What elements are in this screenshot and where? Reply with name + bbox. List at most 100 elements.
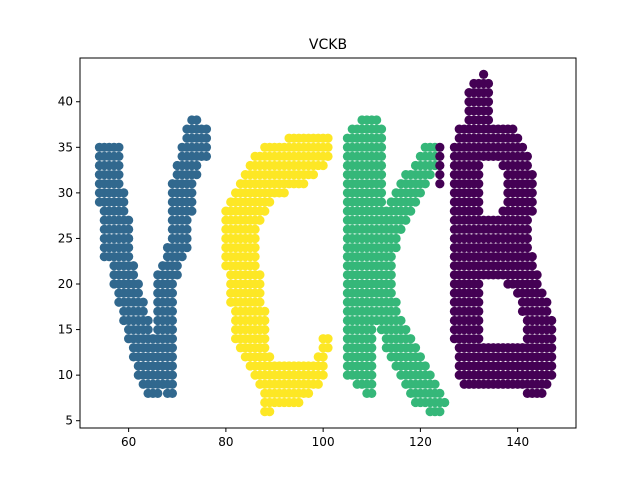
data-point (474, 197, 484, 207)
data-point (167, 315, 178, 326)
data-point (323, 151, 333, 162)
data-point (478, 69, 489, 80)
data-point (260, 206, 270, 216)
plot-frame (79, 57, 577, 429)
data-point (474, 306, 484, 316)
data-point (114, 170, 124, 180)
x-tick-label: 100 (312, 435, 335, 449)
data-point (250, 261, 260, 271)
data-point (410, 197, 421, 207)
data-point (318, 361, 328, 371)
x-tick-label: 80 (218, 435, 233, 449)
data-point (167, 297, 178, 307)
data-point (386, 252, 396, 262)
data-point (401, 215, 411, 225)
data-point (522, 224, 532, 234)
data-point (124, 242, 134, 253)
data-point (250, 242, 260, 253)
data-point (522, 160, 532, 171)
data-point (119, 197, 129, 207)
data-point (386, 288, 396, 298)
data-point (430, 379, 440, 389)
data-point (474, 206, 484, 216)
data-point (167, 324, 178, 335)
data-point (294, 397, 304, 408)
data-point (114, 160, 124, 171)
data-point (527, 261, 537, 271)
data-point (415, 188, 426, 198)
y-tick-label: 20 (58, 277, 73, 291)
data-point (440, 397, 450, 408)
data-point (119, 206, 129, 216)
data-point (401, 324, 411, 335)
data-point (318, 370, 328, 380)
data-point (167, 279, 178, 289)
data-point (376, 197, 387, 207)
data-point (255, 279, 265, 289)
data-point (474, 179, 484, 189)
data-point (265, 406, 275, 417)
data-point (133, 279, 143, 289)
data-point (138, 306, 148, 316)
data-point (167, 306, 178, 316)
data-point (201, 133, 212, 143)
data-point (508, 124, 518, 134)
data-points (94, 69, 557, 417)
data-point (376, 124, 387, 134)
data-point (474, 188, 484, 198)
y-tick-label: 5 (65, 414, 73, 428)
data-point (391, 297, 401, 307)
data-point (474, 288, 484, 298)
data-point (367, 343, 377, 353)
data-point (474, 279, 484, 289)
series-k-points (342, 115, 450, 417)
chart-title: VCKB (309, 37, 347, 53)
data-point (128, 270, 139, 280)
data-point (396, 315, 406, 326)
data-point (167, 361, 178, 371)
data-point (172, 261, 182, 271)
data-point (483, 106, 494, 116)
data-point (323, 334, 333, 344)
data-point (517, 142, 528, 152)
data-point (167, 370, 178, 380)
data-point (143, 315, 153, 326)
data-point (124, 233, 134, 244)
data-point (124, 252, 134, 262)
data-point (474, 160, 484, 171)
data-point (527, 252, 537, 262)
data-point (522, 151, 532, 162)
data-point (547, 324, 557, 335)
data-point (537, 388, 547, 398)
data-point (367, 352, 377, 362)
data-point (255, 270, 265, 280)
data-point (153, 388, 163, 398)
series-v-points (94, 115, 212, 398)
data-point (547, 334, 557, 344)
x-tick-label: 140 (506, 435, 529, 449)
data-point (265, 352, 275, 362)
data-point (435, 151, 445, 162)
data-point (367, 388, 377, 398)
data-point (547, 370, 557, 380)
data-point (367, 370, 377, 380)
data-point (313, 379, 323, 389)
data-point (192, 160, 202, 171)
data-point (513, 133, 523, 143)
data-point (483, 78, 494, 89)
data-point (367, 334, 377, 344)
data-point (167, 388, 178, 398)
data-point (406, 206, 416, 216)
data-point (367, 324, 377, 335)
data-point (391, 306, 401, 316)
data-point (182, 233, 192, 244)
data-point (527, 197, 537, 207)
data-point (323, 133, 333, 143)
data-point (386, 279, 396, 289)
data-point (376, 188, 387, 198)
data-point (303, 388, 314, 398)
data-point (187, 179, 197, 189)
data-point (260, 324, 270, 335)
x-tick-label: 60 (121, 435, 136, 449)
